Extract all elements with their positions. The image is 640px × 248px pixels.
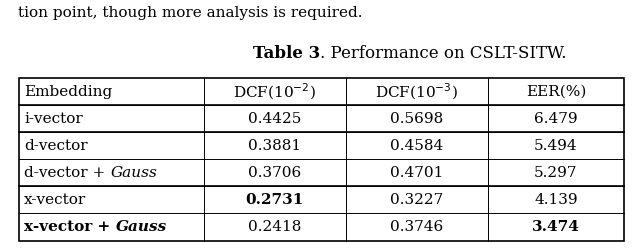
Text: 4.139: 4.139 — [534, 193, 578, 207]
Text: 0.2418: 0.2418 — [248, 220, 301, 234]
Text: . Performance on CSLT-SITW.: . Performance on CSLT-SITW. — [320, 45, 566, 62]
Text: 0.4425: 0.4425 — [248, 112, 301, 126]
Text: i-vector: i-vector — [24, 112, 83, 126]
Text: 0.4584: 0.4584 — [390, 139, 444, 153]
Text: 0.3746: 0.3746 — [390, 220, 444, 234]
Text: 0.5698: 0.5698 — [390, 112, 444, 126]
Text: 3.474: 3.474 — [532, 220, 580, 234]
Text: 0.2731: 0.2731 — [246, 193, 304, 207]
Text: d-vector +: d-vector + — [24, 166, 110, 180]
Text: Gauss: Gauss — [110, 166, 157, 180]
Text: EER(%): EER(%) — [526, 85, 586, 99]
Text: 0.3227: 0.3227 — [390, 193, 444, 207]
Bar — [19, 78, 624, 241]
Text: DCF(10$^{-2}$): DCF(10$^{-2}$) — [233, 81, 316, 102]
Text: 5.297: 5.297 — [534, 166, 578, 180]
Text: 0.4701: 0.4701 — [390, 166, 444, 180]
Text: tion point, though more analysis is required.: tion point, though more analysis is requ… — [18, 6, 362, 20]
Text: 0.3881: 0.3881 — [248, 139, 301, 153]
Text: DCF(10$^{-3}$): DCF(10$^{-3}$) — [376, 81, 458, 102]
Text: 5.494: 5.494 — [534, 139, 578, 153]
Text: Embedding: Embedding — [24, 85, 112, 99]
Text: 0.3706: 0.3706 — [248, 166, 301, 180]
Text: Table 3: Table 3 — [253, 45, 320, 62]
Text: 6.479: 6.479 — [534, 112, 578, 126]
Text: x-vector: x-vector — [24, 193, 86, 207]
Text: x-vector +: x-vector + — [24, 220, 116, 234]
Text: Gauss: Gauss — [116, 220, 167, 234]
Text: d-vector: d-vector — [24, 139, 88, 153]
